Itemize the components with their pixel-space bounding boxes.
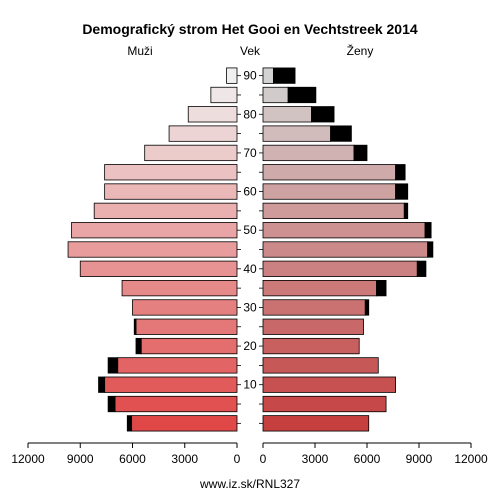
- female-bar-10-14: [262, 376, 397, 393]
- male-bar-5-9: [114, 395, 238, 413]
- female-excess-40-44: [416, 260, 427, 277]
- male-bar-30-34: [132, 299, 238, 316]
- male-bar-0-4: [131, 415, 238, 432]
- age-tick-label: 80: [243, 107, 257, 121]
- age-tick-label: 20: [243, 339, 257, 353]
- age-tick-label: 50: [243, 223, 257, 237]
- female-excess-90+: [272, 67, 296, 84]
- female-bar-40-44: [262, 260, 418, 277]
- male-excess-5-9: [107, 395, 116, 413]
- female-bars: [262, 67, 434, 432]
- left-label: Muži: [127, 44, 152, 58]
- male-bar-35-39: [121, 280, 238, 297]
- male-bar-20-24: [140, 337, 238, 355]
- female-excess-55-59: [403, 202, 409, 219]
- center-label: Vek: [240, 44, 261, 58]
- male-bar-10-14: [104, 376, 238, 393]
- female-bar-55-59: [262, 202, 405, 219]
- age-tick-label: 40: [243, 262, 257, 276]
- x-tick-label-right: 3000: [302, 452, 329, 466]
- x-tick-label-left: 12000: [11, 452, 45, 466]
- female-bar-35-39: [262, 280, 377, 297]
- age-axis: 10 20 30 40 50 60 70 80 90: [237, 69, 263, 424]
- male-bar-25-29: [135, 318, 238, 335]
- male-bar-85-89: [210, 86, 238, 104]
- female-excess-30-34: [364, 299, 370, 316]
- male-bar-50-54: [71, 222, 238, 239]
- x-tick-label-left: 6000: [119, 452, 146, 466]
- male-excess-0-4: [126, 415, 133, 432]
- source-footer: www.iz.sk/RNL327: [199, 477, 300, 491]
- right-label: Ženy: [347, 43, 374, 58]
- chart-title: Demografický strom Het Gooi en Vechtstre…: [82, 21, 418, 37]
- x-tick-label-right: 0: [260, 452, 267, 466]
- female-bar-60-64: [262, 183, 397, 200]
- female-bar-50-54: [262, 222, 426, 239]
- female-bar-45-49: [262, 241, 429, 258]
- x-tick-label-right: 9000: [406, 452, 433, 466]
- male-excess-10-14: [98, 376, 106, 393]
- male-bars: [67, 67, 238, 432]
- age-tick-label: 90: [243, 69, 257, 83]
- male-bar-90+: [226, 67, 238, 84]
- female-bar-30-34: [262, 299, 366, 316]
- male-excess-20-24: [135, 337, 142, 355]
- age-tick-label: 70: [243, 146, 257, 160]
- female-bar-25-29: [262, 318, 364, 335]
- female-bar-90+: [262, 67, 274, 84]
- female-excess-75-79: [330, 125, 352, 142]
- female-bar-85-89: [262, 86, 289, 104]
- male-bar-65-69: [104, 164, 238, 181]
- female-bar-15-19: [262, 357, 379, 374]
- male-bar-60-64: [104, 183, 238, 200]
- x-tick-label-left: 9000: [67, 452, 94, 466]
- x-axis: 12000 9000 6000 3000 0 0 3000 6000 9000 12000: [11, 442, 488, 466]
- female-excess-80-84: [311, 106, 335, 123]
- male-bar-70-74: [144, 144, 238, 162]
- female-bar-5-9: [262, 395, 387, 413]
- x-tick-label-left: 3000: [171, 452, 198, 466]
- female-excess-65-69: [395, 164, 406, 181]
- female-bar-20-24: [262, 337, 360, 355]
- male-bar-15-19: [117, 357, 238, 374]
- male-bar-75-79: [168, 125, 238, 142]
- female-bar-70-74: [262, 144, 355, 162]
- female-bar-75-79: [262, 125, 331, 142]
- female-bar-0-4: [262, 415, 370, 432]
- female-excess-70-74: [353, 144, 368, 162]
- male-bar-55-59: [93, 202, 238, 219]
- age-tick-label: 30: [243, 300, 257, 314]
- female-excess-35-39: [376, 280, 387, 297]
- female-excess-85-89: [287, 86, 317, 104]
- female-excess-45-49: [427, 241, 434, 258]
- male-bar-80-84: [187, 106, 238, 123]
- male-excess-15-19: [107, 357, 119, 374]
- female-bar-80-84: [262, 106, 312, 123]
- male-excess-25-29: [133, 318, 137, 335]
- male-bar-45-49: [67, 241, 238, 258]
- age-tick-label: 10: [243, 378, 257, 392]
- male-bar-40-44: [79, 260, 238, 277]
- female-excess-50-54: [424, 222, 432, 239]
- x-tick-label-right: 12000: [454, 452, 488, 466]
- female-excess-60-64: [395, 183, 409, 200]
- x-tick-label-left: 0: [234, 452, 241, 466]
- age-tick-label: 60: [243, 185, 257, 199]
- female-bar-65-69: [262, 164, 397, 181]
- x-tick-label-right: 6000: [354, 452, 381, 466]
